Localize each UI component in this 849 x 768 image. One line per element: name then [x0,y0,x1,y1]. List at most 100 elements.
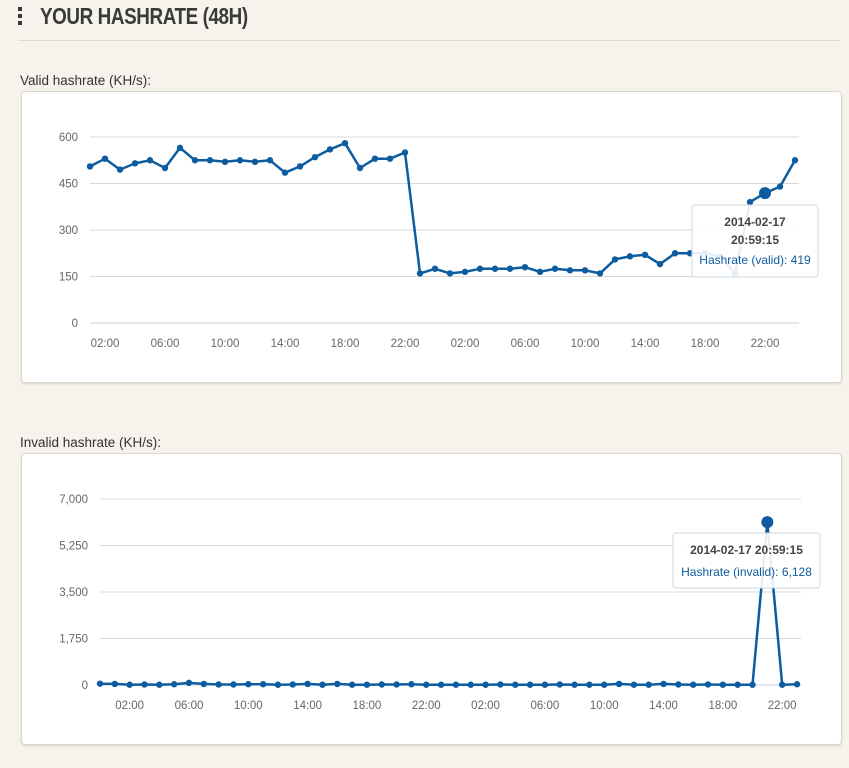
data-point [630,681,638,688]
data-point [131,160,139,167]
x-tick-label: 02:00 [471,700,500,712]
data-point [506,265,514,272]
y-tick-label: 600 [59,132,78,144]
x-tick-label: 14:00 [271,338,300,350]
y-tick-label: 450 [59,179,78,191]
data-point [96,680,104,687]
data-point [341,140,349,147]
data-point [571,681,578,688]
x-tick-label: 18:00 [331,338,360,350]
y-tick-label: 0 [72,318,78,330]
y-tick-label: 0 [82,680,88,692]
x-tick-label: 02:00 [115,700,144,712]
x-tick-label: 14:00 [631,338,660,350]
tooltip: 2014-02-17 20:59:15 Hashrate (valid): 419 [691,204,819,278]
data-point [101,155,109,162]
x-tick-label: 10:00 [234,700,263,712]
data-point [356,164,364,172]
data-point [221,158,229,165]
data-point [776,183,784,190]
tooltip-box [691,204,819,278]
data-point [185,679,193,687]
data-point [437,681,445,688]
data-point [245,681,252,688]
data-point [791,157,799,164]
data-point [111,680,119,688]
data-point [311,153,319,161]
x-tick-label: 18:00 [691,338,720,350]
data-point [719,681,727,688]
data-point [641,251,649,258]
data-point [146,157,154,164]
data-point [363,681,371,688]
data-point [660,680,667,688]
y-tick-label: 150 [59,272,78,284]
data-point [423,681,430,688]
data-point [461,268,469,276]
data-point [215,681,222,688]
tooltip-value-line: Hashrate (valid): 419 [699,253,811,267]
data-point [615,680,623,688]
tooltip-date: 2014-02-17 [690,543,752,557]
data-point [704,681,712,688]
x-tick-label: 22:00 [412,700,441,712]
data-point [289,681,296,688]
x-tick-label: 22:00 [751,338,780,350]
data-point [378,681,385,688]
data-point [749,681,756,688]
data-point [656,260,664,268]
x-tick-label: 06:00 [175,700,204,712]
data-point [601,681,608,688]
tooltip-value: 6,128 [782,565,812,579]
x-tick-label: 22:00 [391,338,420,350]
data-point [393,681,400,688]
x-tick-label: 14:00 [649,700,678,712]
x-tick-label: 02:00 [91,338,120,350]
data-point [259,681,267,688]
data-point [581,267,589,274]
data-point [334,680,341,688]
tooltip-time: 20:59:15 [731,233,779,247]
data-point [746,198,754,206]
data-point [319,681,326,688]
y-tick-label: 1,750 [59,634,88,646]
invalid-hashrate-chart: 0 1,750 3,500 5,250 7,000 02:00 06:00 10:00 14:0… [59,494,821,712]
data-point [408,681,415,688]
more-vertical-icon [18,7,23,27]
data-point [793,681,801,688]
data-point [274,681,282,688]
data-point [191,157,199,164]
tooltip-value: 419 [791,253,811,267]
data-point [170,681,178,688]
data-point [497,681,504,688]
x-tick-label: 18:00 [353,700,382,712]
data-point [521,264,529,271]
x-tick-label: 18:00 [708,700,737,712]
data-point [734,681,741,688]
highlighted-data-point [759,187,771,200]
data-point [536,268,544,276]
data-point [236,157,244,164]
data-point [611,256,619,263]
x-tick-label: 02:00 [451,338,480,350]
y-tick-label: 7,000 [59,494,88,506]
x-tick-label: 10:00 [590,700,619,712]
invalid-hashrate-label: Invalid hashrate (KH/s): [20,435,162,450]
data-point [482,681,489,688]
tooltip-time: 20:59:15 [755,543,803,557]
tooltip-date: 2014-02-17 [724,215,786,229]
data-point [586,681,593,688]
tooltip-value-line: Hashrate (invalid): 6,128 [681,565,812,579]
data-point [556,681,563,688]
data-point [416,270,424,277]
valid-hashrate-label: Valid hashrate (KH/s): [20,73,152,88]
data-point [626,253,634,260]
data-point [126,681,133,688]
data-point [596,270,604,277]
data-point [512,681,519,688]
tooltip-box [672,532,821,589]
data-point [326,146,334,153]
data-point [467,681,474,688]
data-point [161,164,169,172]
tooltip-series-label: Hashrate (valid) [699,253,784,267]
